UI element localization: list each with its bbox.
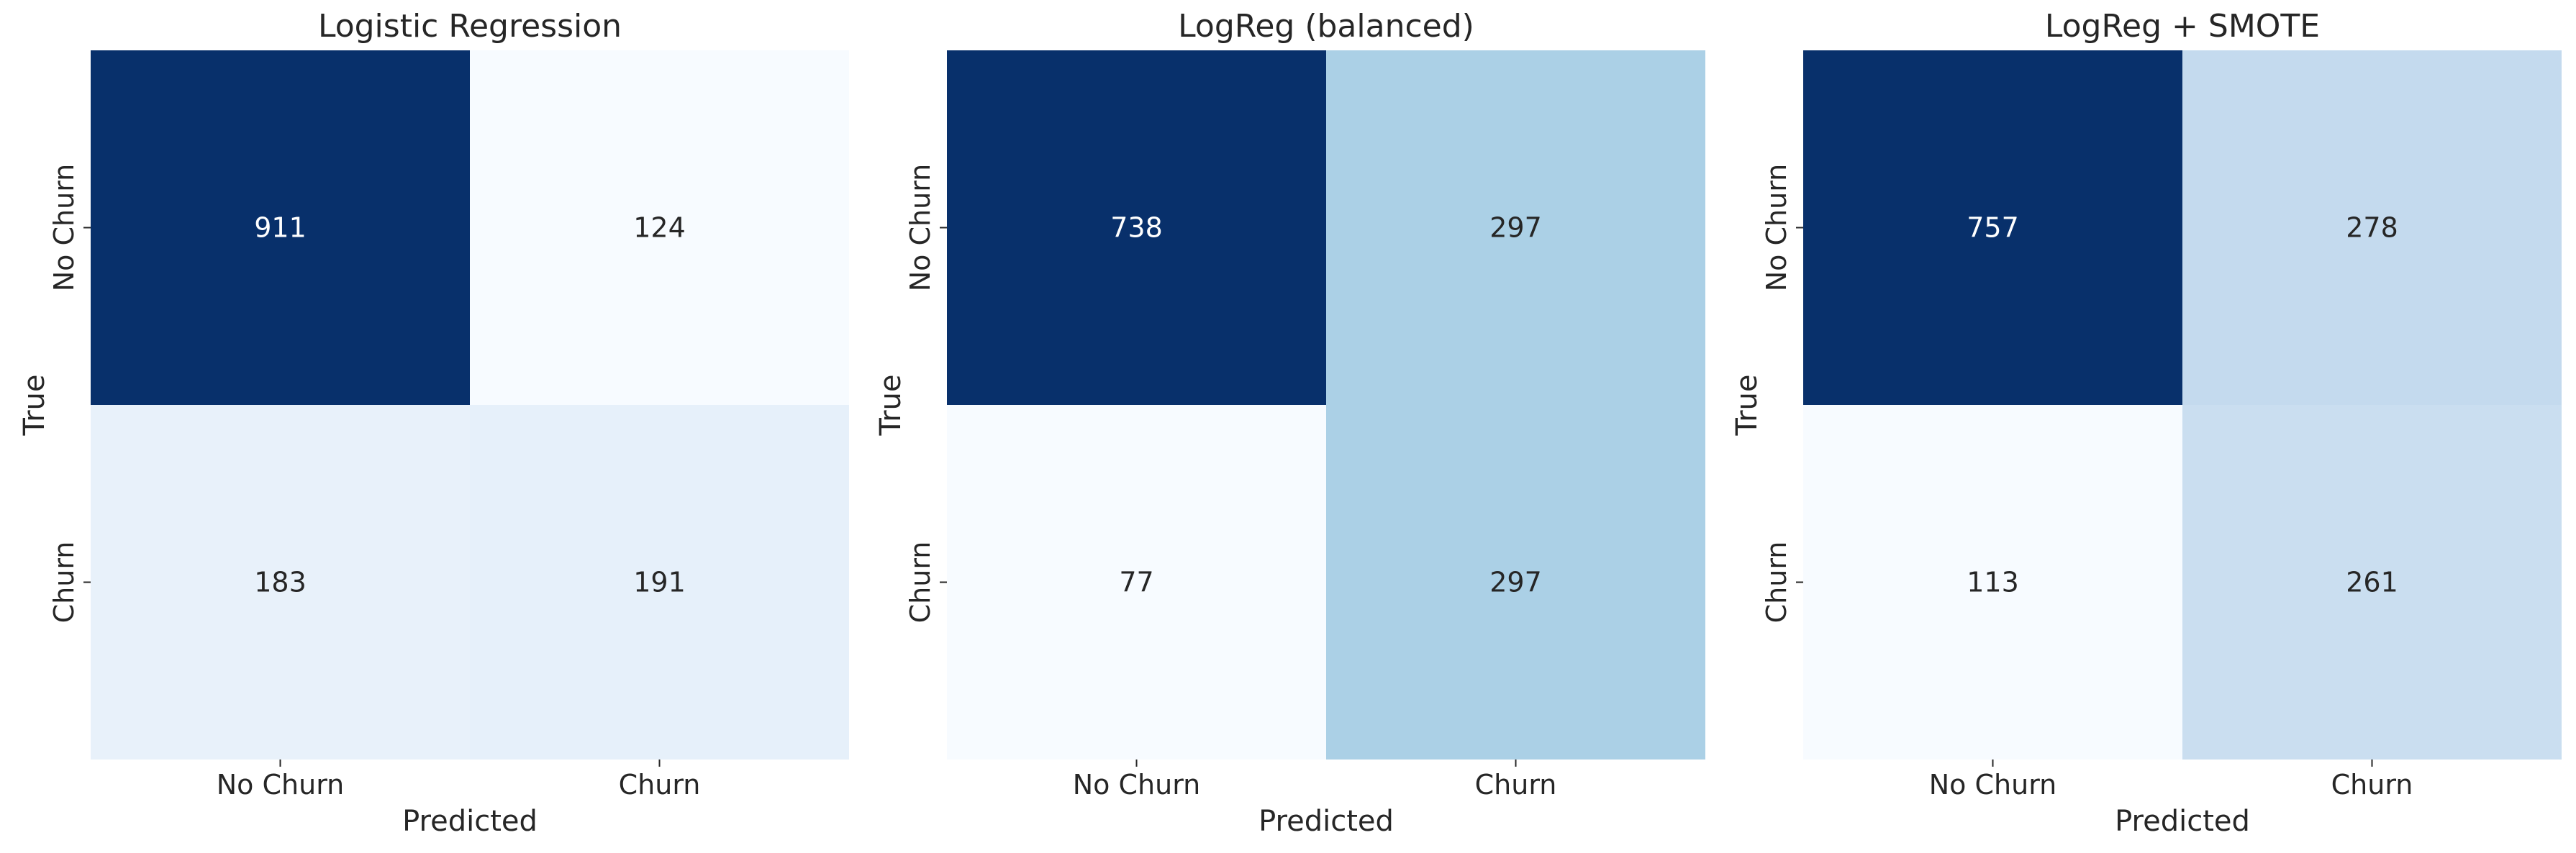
x-tick-label: No Churn bbox=[1073, 769, 1201, 800]
heatmap-cell bbox=[947, 405, 1326, 760]
y-tick-label: Churn bbox=[48, 542, 80, 624]
heatmap-cell bbox=[1326, 405, 1705, 760]
panel-title: LogReg (balanced) bbox=[1178, 8, 1474, 45]
heatmap-panel-1: 911 124 183 191 Logistic Regression No Churn C… bbox=[18, 8, 849, 838]
y-axis-label: True bbox=[18, 375, 51, 437]
x-axis-label: Predicted bbox=[2115, 805, 2250, 838]
y-tick-label: No Churn bbox=[1761, 164, 1792, 292]
cell-value-label: 183 bbox=[254, 567, 307, 598]
cell-value-label: 261 bbox=[2346, 567, 2398, 598]
y-axis-label: True bbox=[1731, 375, 1764, 437]
panel-title: Logistic Regression bbox=[318, 8, 622, 45]
cell-value-label: 297 bbox=[1489, 212, 1542, 244]
heatmap-panel-3: 757 278 113 261 LogReg + SMOTE No Churn Churn N… bbox=[1731, 8, 2562, 838]
y-tick-label: No Churn bbox=[48, 164, 80, 292]
heatmap-cell bbox=[2182, 405, 2562, 760]
cell-value-label: 124 bbox=[633, 212, 686, 244]
x-tick-label: No Churn bbox=[1929, 769, 2057, 800]
cell-value-label: 191 bbox=[633, 567, 686, 598]
cell-value-label: 911 bbox=[254, 212, 307, 244]
cell-value-label: 77 bbox=[1119, 567, 1153, 598]
heatmap-cell bbox=[1803, 50, 2182, 405]
x-axis-label: Predicted bbox=[1258, 805, 1394, 838]
heatmap-cell bbox=[1326, 50, 1705, 405]
heatmap-cell bbox=[91, 405, 470, 760]
x-tick-label: No Churn bbox=[217, 769, 345, 800]
cell-value-label: 757 bbox=[1967, 212, 2019, 244]
heatmap-cell bbox=[91, 50, 470, 405]
x-tick-label: Churn bbox=[2331, 769, 2413, 800]
y-tick-label: Churn bbox=[1761, 542, 1792, 624]
x-axis-label: Predicted bbox=[402, 805, 538, 838]
heatmap-cell bbox=[1803, 405, 2182, 760]
heatmap-cell bbox=[470, 405, 849, 760]
panel-title: LogReg + SMOTE bbox=[2045, 8, 2320, 45]
heatmap-cell bbox=[470, 50, 849, 405]
y-tick-label: Churn bbox=[904, 542, 936, 624]
heatmap-cell bbox=[2182, 50, 2562, 405]
y-tick-label: No Churn bbox=[904, 164, 936, 292]
cell-value-label: 297 bbox=[1489, 567, 1542, 598]
x-tick-label: Churn bbox=[1475, 769, 1557, 800]
heatmap-panel-2: 738 297 77 297 LogReg (balanced) No Churn Chur… bbox=[874, 8, 1705, 838]
x-tick-label: Churn bbox=[619, 769, 701, 800]
cell-value-label: 278 bbox=[2346, 212, 2398, 244]
heatmap-cell bbox=[947, 50, 1326, 405]
cell-value-label: 738 bbox=[1110, 212, 1163, 244]
cell-value-label: 113 bbox=[1967, 567, 2019, 598]
y-axis-label: True bbox=[874, 375, 907, 437]
